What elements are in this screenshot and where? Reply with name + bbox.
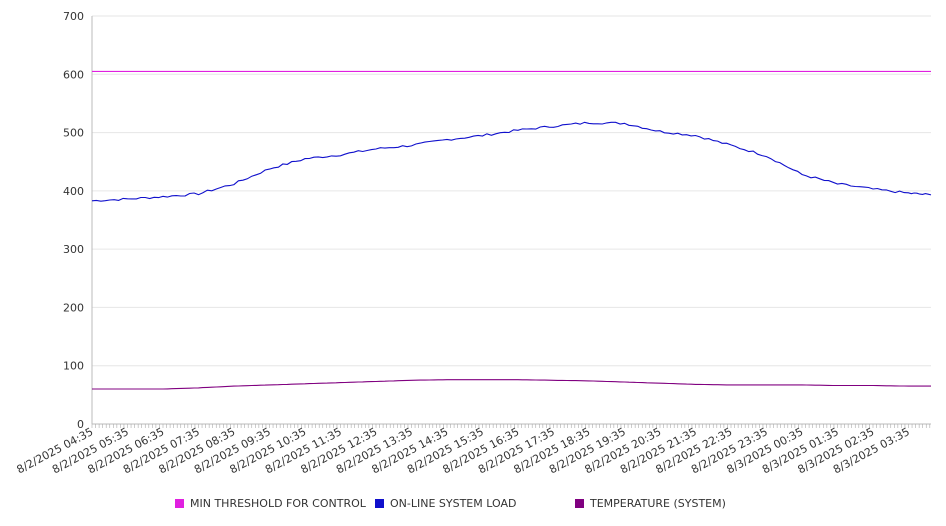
series-line (91, 121, 932, 202)
legend-item-temperature: TEMPERATURE (SYSTEM) (575, 497, 726, 510)
y-tick-label: 100 (63, 360, 84, 373)
legend-label: TEMPERATURE (SYSTEM) (590, 497, 726, 510)
y-tick-label: 400 (63, 185, 84, 198)
legend-item-min-threshold: MIN THRESHOLD FOR CONTROL (175, 497, 366, 510)
series (91, 70, 932, 390)
y-tick-label: 600 (63, 68, 84, 81)
legend-label: ON-LINE SYSTEM LOAD (390, 497, 517, 510)
legend-label: MIN THRESHOLD FOR CONTROL (190, 497, 366, 510)
y-tick-label: 200 (63, 301, 84, 314)
legend-swatch (375, 499, 384, 508)
grid (92, 15, 931, 367)
y-tick-label: 700 (63, 10, 84, 23)
legend-swatch (575, 499, 584, 508)
legend-item-system-load: ON-LINE SYSTEM LOAD (375, 497, 516, 510)
series-line (92, 379, 931, 390)
y-tick-label: 0 (77, 418, 84, 431)
y-tick-label: 300 (63, 243, 84, 256)
legend-swatch (175, 499, 184, 508)
y-tick-label: 500 (63, 127, 84, 140)
legend: MIN THRESHOLD FOR CONTROL ON-LINE SYSTEM… (0, 497, 946, 515)
